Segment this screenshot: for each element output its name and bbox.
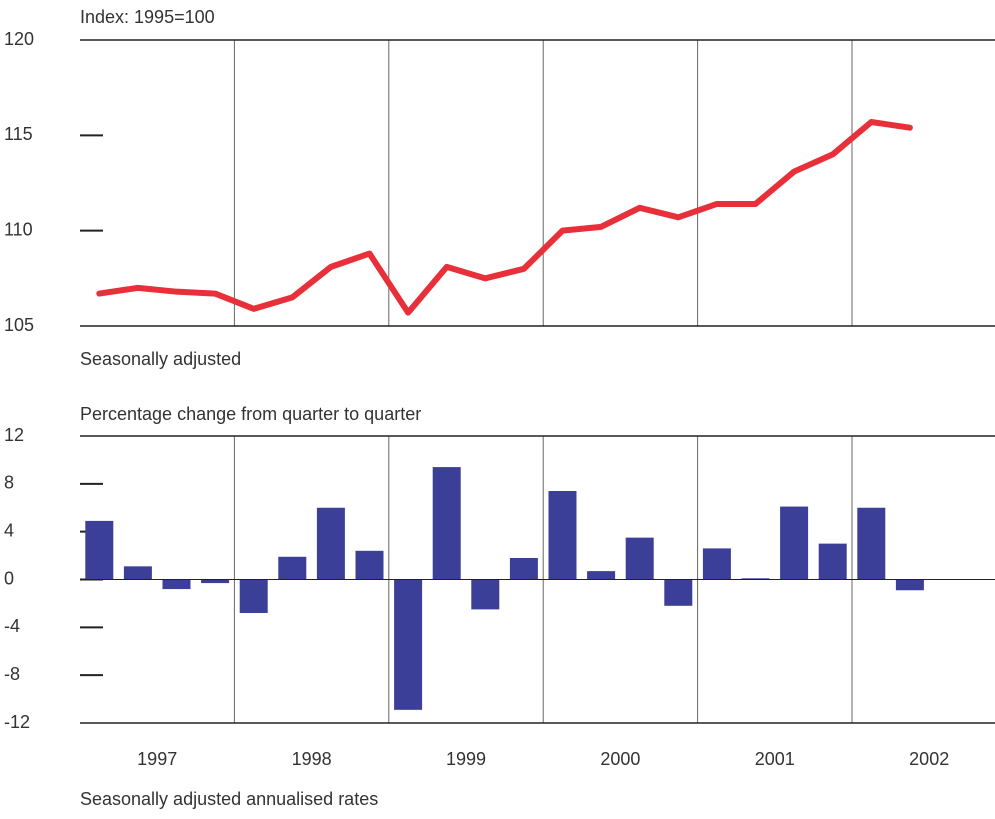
y-tick-label: 4 [4, 520, 14, 540]
y-tick-label: 115 [4, 124, 33, 144]
bar [471, 579, 500, 610]
bar [664, 579, 693, 606]
x-tick-label: 2000 [600, 749, 640, 769]
bar [625, 537, 654, 580]
y-tick-label: 110 [4, 219, 33, 239]
y-tick-label: 8 [4, 473, 14, 493]
bar [316, 507, 345, 580]
bar [509, 557, 538, 580]
bar [857, 507, 886, 580]
x-tick-label: 1999 [446, 749, 486, 769]
bar [780, 506, 809, 580]
bar [394, 579, 423, 710]
x-tick-label: 1997 [137, 749, 177, 769]
axis-title: Index: 1995=100 [80, 7, 215, 27]
y-tick-label: -12 [4, 712, 30, 732]
bar [432, 467, 461, 580]
bar [587, 571, 616, 580]
note: Seasonally adjusted annualised rates [80, 789, 378, 809]
bar [548, 491, 577, 580]
y-tick-label: 0 [4, 568, 14, 588]
y-tick-label: 120 [4, 29, 34, 49]
line-series [96, 118, 913, 316]
note: Seasonally adjusted [80, 349, 241, 369]
bar [818, 543, 847, 580]
x-tick-label: 2002 [909, 749, 949, 769]
bar [895, 579, 924, 591]
bar [278, 556, 307, 580]
bar [162, 579, 191, 590]
y-tick-label: 105 [4, 315, 34, 335]
bar [123, 566, 152, 580]
x-tick-label: 2001 [755, 749, 795, 769]
bar [239, 579, 268, 613]
y-tick-label: -4 [4, 616, 20, 636]
bar [702, 548, 731, 580]
y-tick-label: 12 [4, 425, 24, 445]
bar [201, 579, 230, 584]
bar [85, 520, 114, 580]
axis-title: Percentage change from quarter to quarte… [80, 404, 421, 424]
bar [741, 578, 770, 580]
x-tick-label: 1998 [292, 749, 332, 769]
y-tick-label: -8 [4, 664, 20, 684]
bar [355, 550, 384, 580]
